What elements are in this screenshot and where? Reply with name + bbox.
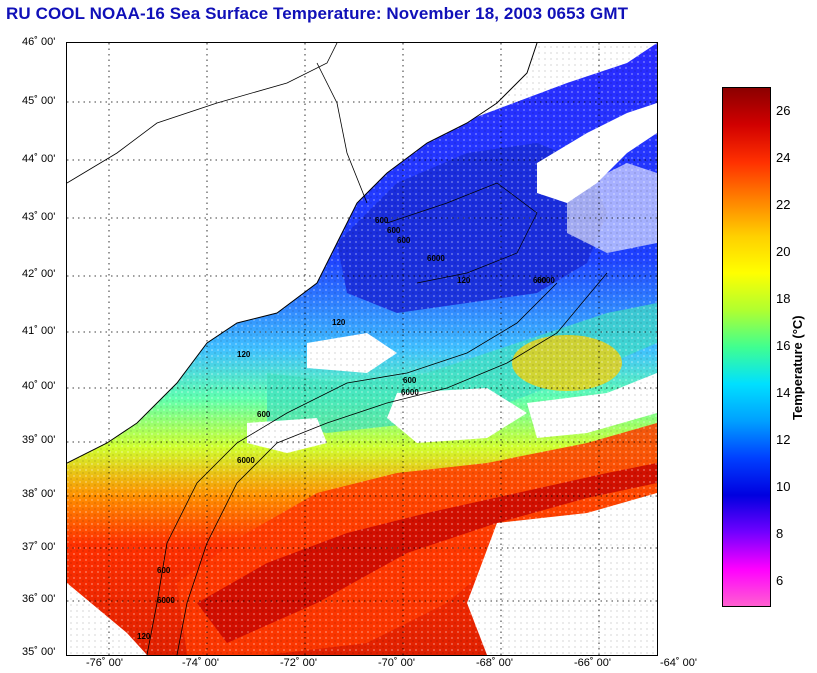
isobath-label: 600 xyxy=(257,410,271,419)
temperature-colorbar xyxy=(722,87,771,607)
longitude-label: -72˚ 00' xyxy=(280,657,317,669)
latitude-label: 40˚ 00' xyxy=(22,380,56,392)
colorbar-tick-label: 24 xyxy=(776,149,791,165)
colorbar-tick-label: 20 xyxy=(776,243,791,259)
latitude-label: 38˚ 00' xyxy=(22,488,56,500)
isobath-label: 6000 xyxy=(401,388,419,397)
state-border xyxy=(67,43,338,184)
latitude-label: 45˚ 00' xyxy=(22,95,56,107)
isobath-label: 600 xyxy=(157,566,171,575)
colorbar-tick-label: 8 xyxy=(776,526,784,542)
isobath-label: 600 xyxy=(403,376,417,385)
isobath-label: 600 xyxy=(533,276,547,285)
colorbar-tick-label: 22 xyxy=(776,196,791,212)
isobath-label: 120 xyxy=(332,318,346,327)
isobath-contour xyxy=(146,282,558,655)
isobath-label: 600 xyxy=(387,226,401,235)
isobath-label: 120 xyxy=(237,350,251,359)
nova-scotia xyxy=(537,103,657,203)
longitude-label: -66˚ 00' xyxy=(574,657,611,669)
latitude-label: 46˚ 00' xyxy=(22,36,56,48)
isobath-label: 6000 xyxy=(537,276,555,285)
longitude-label: -68˚ 00' xyxy=(476,657,513,669)
colorbar-tick-label: 14 xyxy=(776,385,791,401)
state-border xyxy=(316,62,368,204)
map-title: RU COOL NOAA-16 Sea Surface Temperature:… xyxy=(6,4,629,23)
longitude-label: -76˚ 00' xyxy=(86,657,123,669)
isobath-label: 600 xyxy=(375,216,389,225)
isobath-label: 600 xyxy=(397,236,411,245)
colorbar-tick-label: 6 xyxy=(776,573,784,589)
colorbar-title: Temperature (°C) xyxy=(790,315,805,420)
isobath-label: 120 xyxy=(137,632,151,641)
latitude-label: 42˚ 00' xyxy=(22,268,56,280)
isobath-contour xyxy=(386,182,538,284)
isobath-label: 120 xyxy=(457,276,471,285)
longitude-label: -70˚ 00' xyxy=(378,657,415,669)
sst-map-canvas: 120 600 6000 600 6000 120 600 6000 600 1… xyxy=(67,43,657,655)
isobath-label: 6000 xyxy=(237,456,255,465)
coastline xyxy=(67,43,538,464)
isobath-contour xyxy=(176,272,608,655)
latitude-label: 37˚ 00' xyxy=(22,541,56,553)
longitude-label: -74˚ 00' xyxy=(182,657,219,669)
latitude-label: 35˚ 00' xyxy=(22,646,56,658)
latitude-label: 41˚ 00' xyxy=(22,325,56,337)
longitude-label: -64˚ 00' xyxy=(660,657,697,669)
colorbar-tick-label: 16 xyxy=(776,338,791,353)
latitude-label: 44˚ 00' xyxy=(22,153,56,165)
latitude-label: 39˚ 00' xyxy=(22,434,56,446)
colorbar-tick-label: 26 xyxy=(776,102,791,118)
isobath-label: 6000 xyxy=(427,254,445,263)
sst-map[interactable]: 120 600 6000 600 6000 120 600 6000 600 1… xyxy=(66,42,658,656)
latitude-label: 36˚ 00' xyxy=(22,593,56,605)
colorbar-tick-label: 18 xyxy=(776,290,791,306)
isobath-label: 6000 xyxy=(157,596,175,605)
colorbar-tick-label: 10 xyxy=(776,479,791,495)
colorbar-tick-label: 12 xyxy=(776,432,791,448)
latitude-label: 43˚ 00' xyxy=(22,211,56,223)
